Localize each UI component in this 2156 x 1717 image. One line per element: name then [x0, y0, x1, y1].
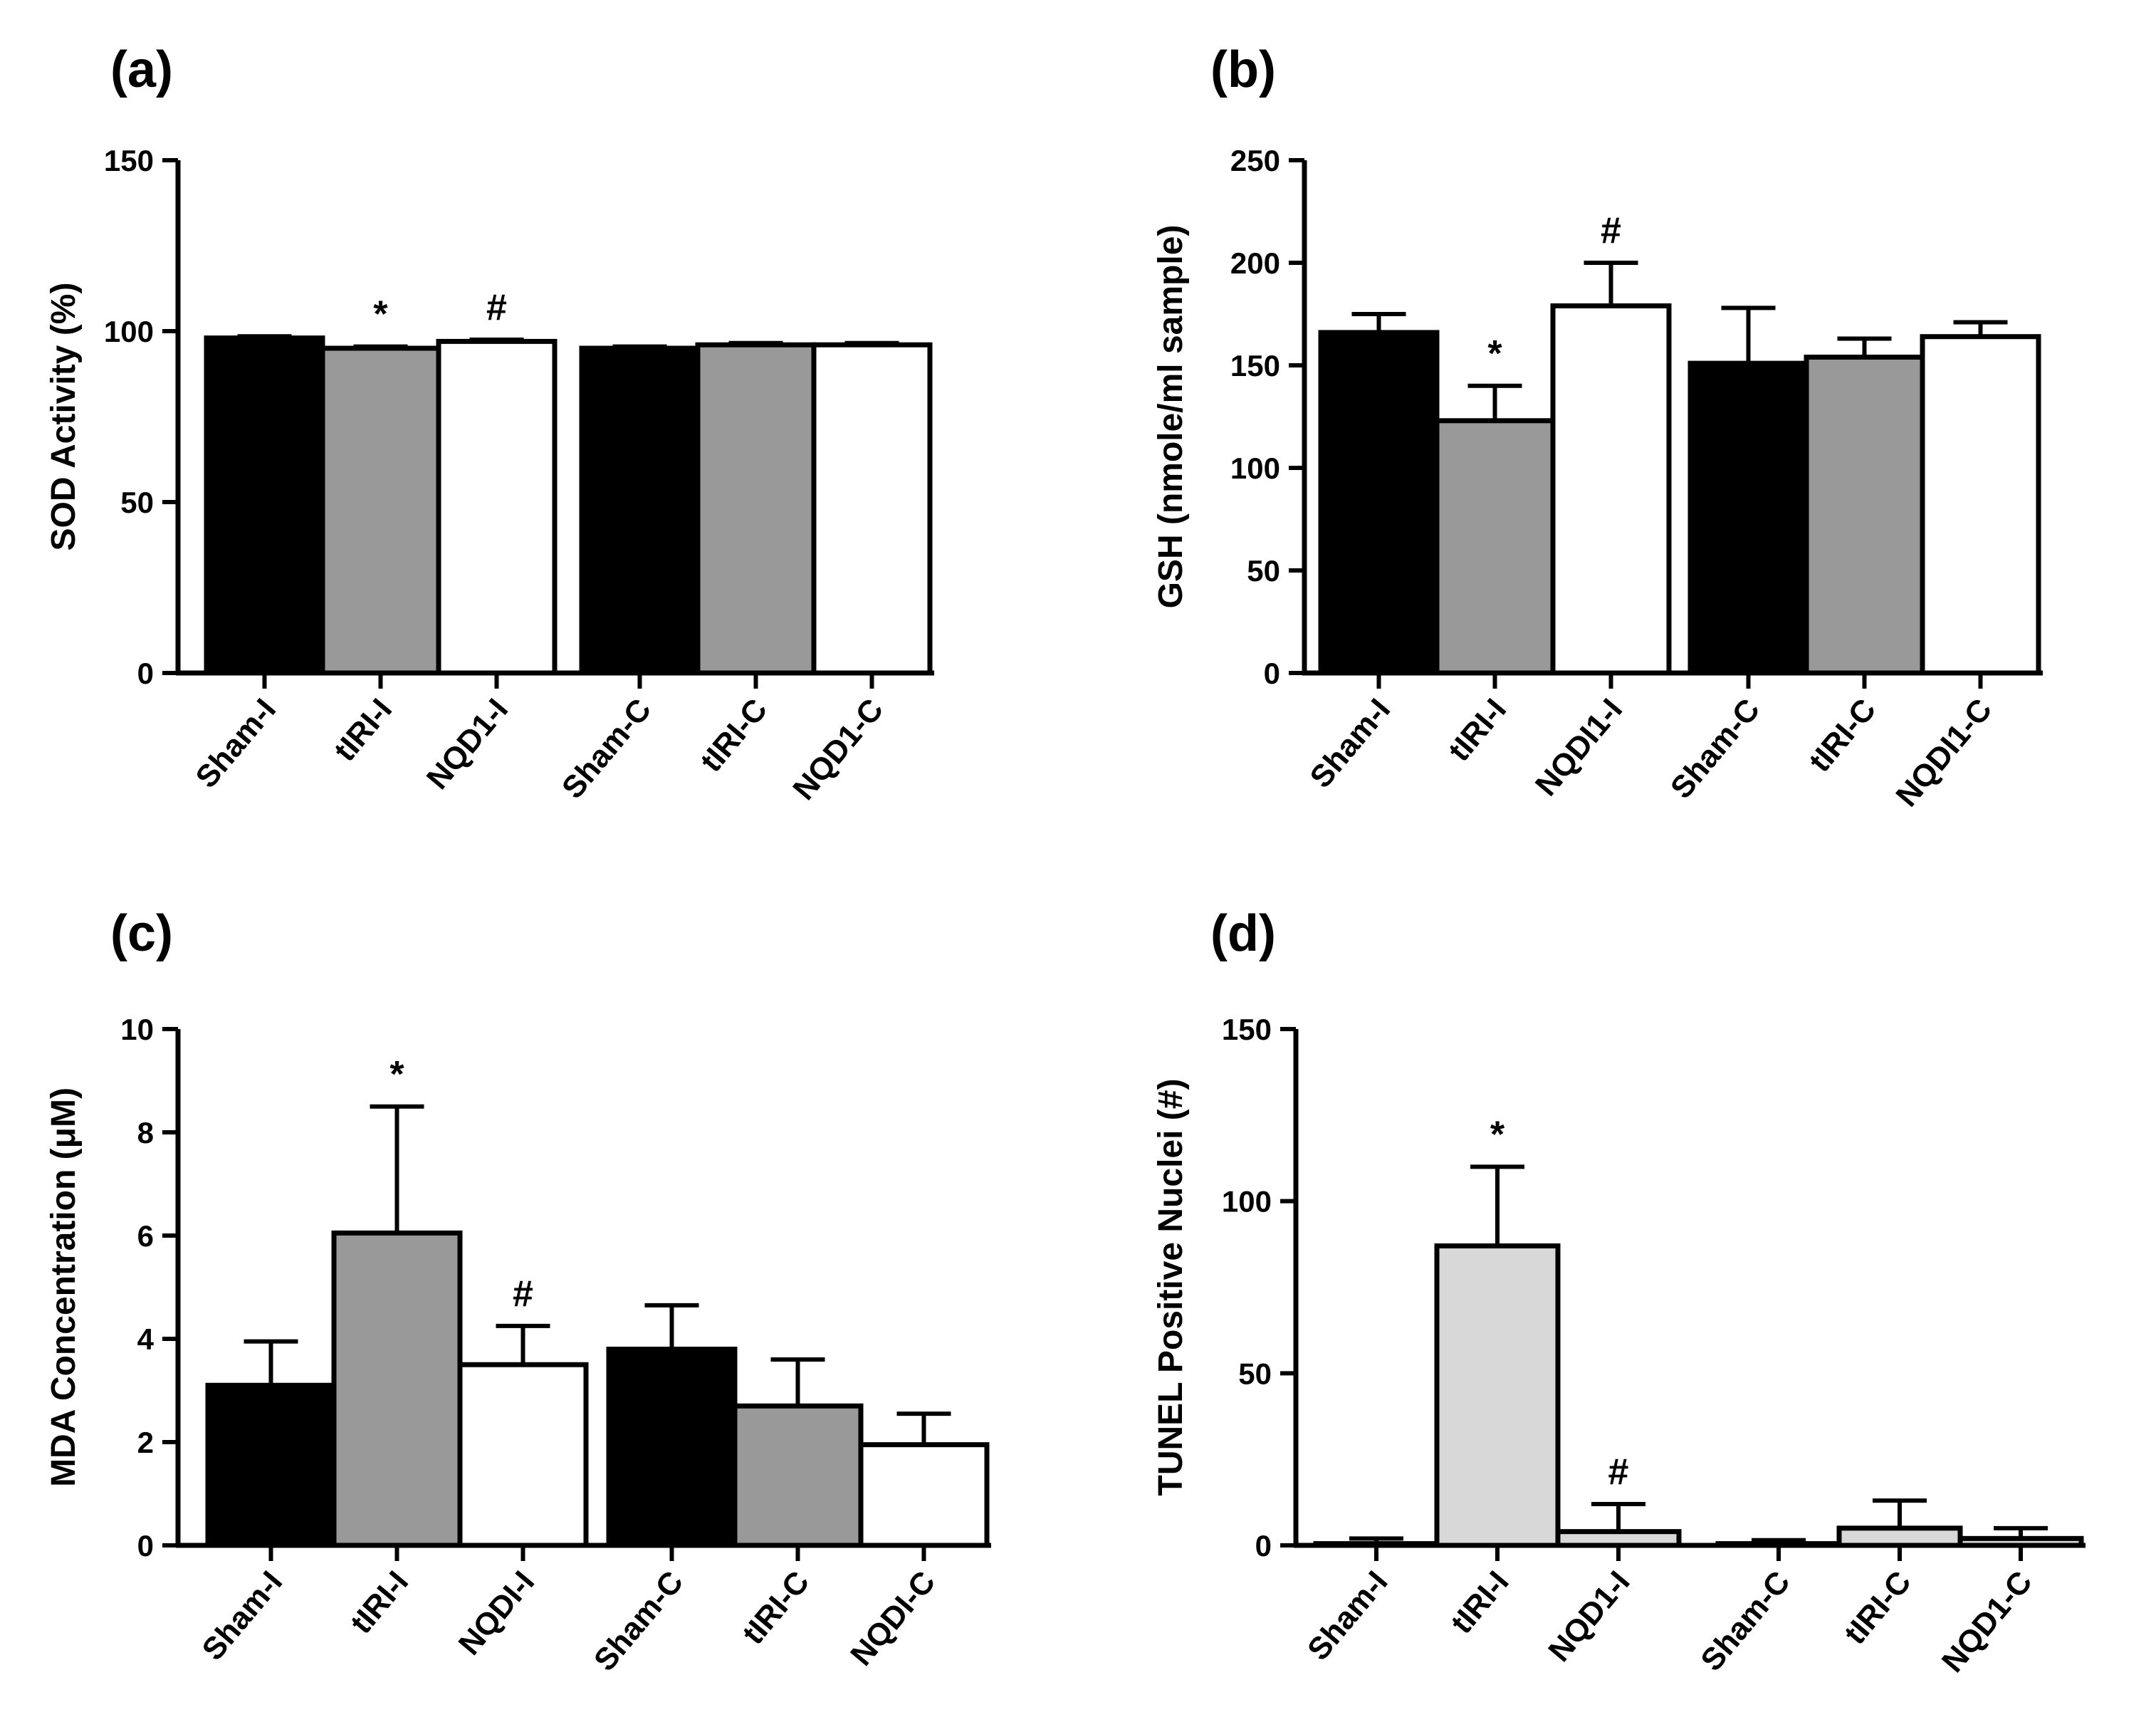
- y-axis-title: GSH (nmole/ml sample): [1152, 225, 1190, 609]
- panel-label: (d): [1210, 905, 1276, 962]
- category-label: Sham-I: [189, 692, 283, 795]
- bar: [695, 342, 817, 676]
- bar: [436, 338, 558, 676]
- significance-marker: #: [513, 1273, 533, 1315]
- y-tick-label: 6: [137, 1219, 154, 1253]
- y-axis-title: SOD Activity (%): [45, 283, 83, 551]
- bar: [320, 345, 441, 676]
- category-label: Sham-C: [587, 1565, 690, 1678]
- category-label: Sham-I: [195, 1565, 289, 1667]
- category-label: Sham-C: [1694, 1565, 1796, 1678]
- significance-marker: #: [486, 287, 507, 328]
- bar: [205, 1382, 337, 1548]
- category-label: NQDI-C: [844, 1565, 942, 1672]
- bar: [1550, 303, 1672, 676]
- bar: [1687, 360, 1809, 676]
- bar: [606, 1347, 738, 1548]
- category-label: NQD1-I: [420, 692, 515, 796]
- y-tick-label: 10: [120, 1013, 154, 1046]
- bar: [204, 335, 325, 676]
- significance-marker: #: [1601, 210, 1621, 251]
- category-label: Sham-C: [555, 692, 658, 805]
- y-tick-label: 0: [1255, 1529, 1272, 1562]
- y-tick-label: 150: [1230, 349, 1280, 382]
- y-tick-label: 250: [1230, 144, 1280, 177]
- category-label: tIRI-I: [1442, 692, 1513, 768]
- bar: [1920, 334, 2041, 676]
- category-label: Sham-I: [1303, 692, 1397, 795]
- y-axis-title: MDA Concentration (μM): [45, 1087, 83, 1487]
- category-label: tIRI-C: [1838, 1565, 1918, 1651]
- y-tick-label: 0: [1264, 657, 1280, 690]
- y-tick-label: 100: [104, 315, 154, 348]
- category-label: NQDI1-I: [1529, 692, 1629, 803]
- category-label: Sham-C: [1664, 692, 1767, 805]
- bar: [331, 1230, 463, 1548]
- category-label: tIRI-C: [694, 692, 774, 778]
- panel-label: (b): [1210, 41, 1276, 98]
- panel-label: (a): [110, 41, 173, 98]
- category-label: NQD1-C: [786, 692, 890, 807]
- bar: [579, 345, 701, 676]
- category-label: tIRI-I: [1444, 1565, 1515, 1640]
- y-tick-label: 50: [1238, 1357, 1272, 1390]
- bar: [1434, 418, 1556, 676]
- bar: [732, 1403, 864, 1548]
- y-tick-label: 0: [137, 1529, 154, 1562]
- category-label: tIRI-I: [344, 1565, 415, 1640]
- category-label: NQD1-C: [1935, 1565, 2039, 1679]
- y-tick-label: 8: [137, 1116, 154, 1149]
- y-axis-title: TUNEL Positive Nuclei (#): [1152, 1079, 1190, 1496]
- y-tick-label: 100: [1222, 1185, 1272, 1218]
- y-tick-label: 150: [104, 144, 154, 177]
- y-tick-label: 4: [137, 1322, 155, 1356]
- y-tick-label: 200: [1230, 246, 1280, 280]
- panel-label: (c): [110, 905, 173, 962]
- category-label: NQD1-I: [1542, 1565, 1636, 1669]
- y-tick-label: 50: [1247, 554, 1280, 588]
- y-tick-label: 50: [120, 486, 154, 519]
- category-label: Sham-I: [1301, 1565, 1395, 1667]
- bar: [1434, 1243, 1561, 1548]
- y-tick-label: 150: [1222, 1013, 1272, 1046]
- category-label: NQDI-I: [452, 1565, 542, 1661]
- bar: [1836, 1525, 1963, 1548]
- panel-d: (d) TUNEL Positive Nuclei (#) 0 50 100 150 Sha…: [1152, 905, 2086, 1679]
- panel-a: (a) SOD Activity (%) 0 50 100 150 Sham-I * tIRI-…: [45, 41, 934, 807]
- significance-marker: *: [373, 294, 388, 335]
- panel-c: (c) MDA Concentration (μM) 0 2 4 6 8 10 Sham-I * t…: [45, 905, 991, 1678]
- category-label: tIRI-C: [1802, 692, 1883, 778]
- significance-marker: *: [389, 1054, 404, 1095]
- category-label: tIRI-C: [736, 1565, 816, 1651]
- panel-b: (b) GSH (nmole/ml sample) 0 50 100 150 200 250 S…: [1152, 41, 2043, 813]
- y-tick-label: 0: [137, 657, 154, 690]
- bar: [1804, 354, 1925, 676]
- significance-marker: #: [1608, 1451, 1629, 1493]
- y-tick-label: 100: [1230, 452, 1280, 485]
- category-label: NQDI1-C: [1889, 692, 1999, 813]
- bar: [1318, 330, 1440, 676]
- category-label: tIRI-I: [328, 692, 399, 768]
- significance-marker: *: [1490, 1114, 1505, 1155]
- bar: [858, 1442, 990, 1548]
- bar: [811, 342, 933, 676]
- y-tick-label: 2: [137, 1426, 154, 1459]
- significance-marker: *: [1487, 333, 1502, 375]
- bar: [457, 1362, 589, 1548]
